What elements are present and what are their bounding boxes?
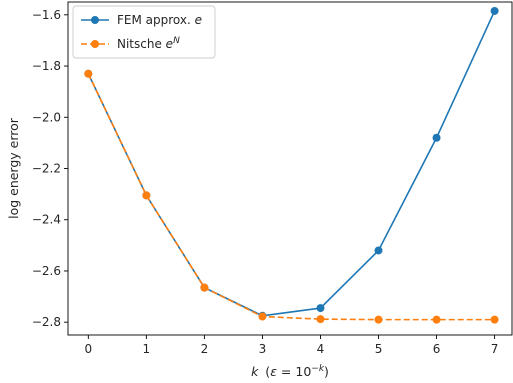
x-tick-label: 2 — [201, 342, 209, 356]
y-axis-ticks: −1.6 −1.8 −2.0 −2.2 −2.4 −2.6 −2.8 — [32, 8, 68, 329]
x-tick-label: 7 — [491, 342, 499, 356]
x-tick-label: 5 — [375, 342, 383, 356]
x-axis-label-paren: ( — [265, 364, 270, 379]
x-axis-label-exp: −k — [311, 364, 325, 374]
series-line — [87, 73, 495, 321]
data-point — [200, 283, 209, 292]
legend-marker — [91, 16, 99, 24]
y-tick-label: −1.8 — [32, 59, 61, 73]
x-tick-label: 3 — [259, 342, 267, 356]
legend-entry: FEM approx. e — [81, 13, 202, 27]
x-axis-label-eps: ε — [270, 364, 277, 379]
legend-label: Nitsche eN — [117, 36, 180, 51]
data-point — [316, 315, 325, 324]
x-axis-label-close: ) — [324, 364, 329, 379]
y-tick-label: −2.6 — [32, 264, 61, 278]
data-point — [490, 6, 499, 15]
legend-label: FEM approx. e — [117, 13, 202, 27]
legend-box — [72, 5, 216, 59]
data-point — [258, 312, 267, 321]
data-point — [490, 315, 499, 324]
series-nitsche — [84, 69, 499, 324]
legend-marker — [91, 40, 99, 48]
data-point — [432, 133, 441, 142]
x-axis-label-var: k — [251, 364, 259, 379]
series-layer — [84, 6, 499, 324]
data-point — [84, 69, 93, 78]
y-tick-label: −2.2 — [32, 162, 61, 176]
x-tick-label: 1 — [143, 342, 151, 356]
series-line — [87, 10, 496, 317]
x-tick-label: 4 — [317, 342, 325, 356]
y-tick-label: −1.6 — [32, 8, 61, 22]
data-point — [432, 315, 441, 324]
y-tick-label: −2.4 — [32, 213, 61, 227]
x-axis-label: k (ε = 10−k) — [251, 364, 329, 379]
x-axis-label-eq: = 10 — [277, 364, 311, 379]
y-tick-label: −2.0 — [32, 110, 61, 124]
x-tick-label: 6 — [433, 342, 441, 356]
legend: FEM approx. e Nitsche eN — [72, 5, 216, 59]
data-point — [142, 191, 151, 200]
x-tick-label: 0 — [84, 342, 92, 356]
legend-entry: Nitsche eN — [81, 36, 180, 51]
data-point — [374, 315, 383, 324]
y-tick-label: −2.8 — [32, 315, 61, 329]
x-axis-ticks: 0 1 2 3 4 5 6 7 — [84, 335, 498, 356]
y-axis-label: log energy error — [6, 117, 21, 219]
data-point — [374, 246, 383, 255]
data-point — [316, 304, 325, 313]
